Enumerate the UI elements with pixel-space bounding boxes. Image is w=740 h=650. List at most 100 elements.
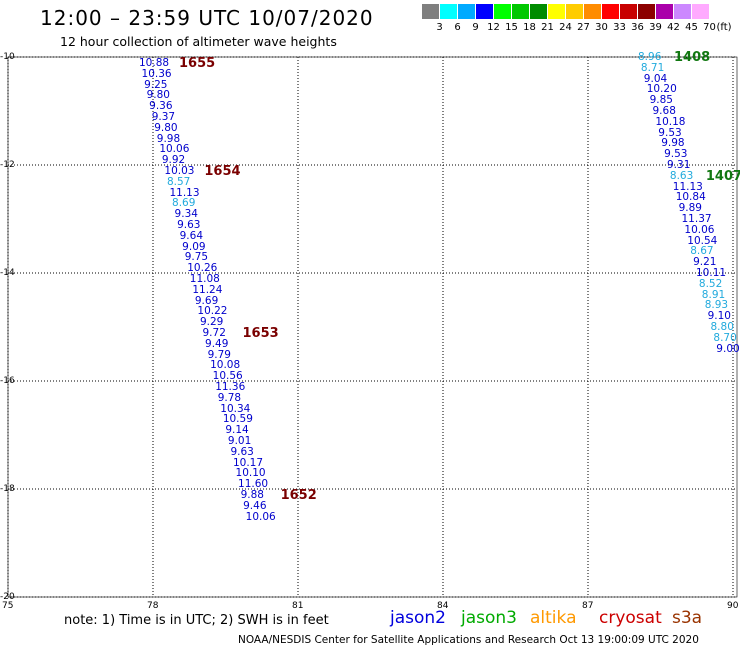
- satellite-name: s3a: [672, 608, 703, 628]
- wave-height-value: 11.36: [215, 381, 246, 393]
- wave-height-value: 10.26: [187, 262, 218, 275]
- wave-height-value: 10.59: [222, 413, 253, 426]
- wave-height-value: 9.68: [652, 105, 676, 117]
- wave-height-value: 10.54: [687, 234, 718, 247]
- pass-label: 1655: [179, 56, 216, 71]
- latitude-label: -18: [0, 484, 15, 494]
- scale-label: 12: [487, 22, 500, 33]
- scale-label: 30: [595, 22, 608, 33]
- latitude-label: -10: [0, 52, 15, 62]
- scale-label: 9: [472, 22, 479, 33]
- pass-label: 1654: [204, 164, 241, 179]
- wave-height-value: 9.88: [240, 489, 264, 501]
- scale-label: 15: [505, 22, 518, 33]
- longitude-label: 87: [582, 601, 594, 611]
- wave-height-value: 9.80: [154, 121, 178, 134]
- wave-height-value: 9.01: [227, 435, 252, 447]
- scale-swatch: [692, 4, 709, 19]
- wave-height-value: 9.29: [199, 316, 224, 329]
- wave-height-value: 11.60: [238, 478, 269, 491]
- scale-swatch: [476, 4, 493, 19]
- wave-height-value: 9.00: [716, 342, 740, 355]
- map-border: [7, 56, 738, 598]
- wave-height-value: 10.22: [197, 305, 228, 318]
- scale-swatch: [584, 4, 601, 19]
- scale-swatch: [656, 4, 673, 19]
- scale-swatch: [602, 4, 619, 19]
- wave-height-value: 9.09: [182, 240, 206, 253]
- pass-label: 1652: [280, 488, 317, 503]
- wave-height-value: 9.75: [184, 251, 209, 264]
- wave-height-value: 9.46: [243, 499, 267, 512]
- wave-height-value: 8.93: [704, 299, 729, 312]
- credit-line: NOAA/NESDIS Center for Satellite Applica…: [238, 634, 699, 646]
- wave-height-value: 11.13: [169, 186, 200, 199]
- wave-height-value: 9.10: [707, 310, 731, 323]
- longitude-label: 84: [437, 601, 449, 611]
- scale-label: 27: [577, 22, 590, 33]
- wave-height-value: 10.06: [684, 223, 715, 236]
- wave-height-value: 10.36: [141, 67, 172, 80]
- wave-height-value: 9.36: [149, 100, 173, 113]
- wave-height-value: 9.80: [146, 89, 170, 102]
- wave-height-value: 9.31: [667, 159, 691, 171]
- wave-height-value: 9.79: [207, 348, 231, 361]
- wave-height-value: 8.70: [713, 331, 737, 344]
- scale-swatch: [440, 4, 457, 19]
- wave-height-value: 8.91: [701, 288, 726, 301]
- wave-height-value: 9.89: [678, 202, 702, 215]
- scale-label: 36: [631, 22, 644, 33]
- scale-label: 18: [523, 22, 536, 33]
- scale-label: 33: [613, 22, 626, 33]
- latitude-label: -14: [0, 268, 15, 278]
- scale-swatch: [512, 4, 529, 19]
- longitude-label: 75: [2, 601, 14, 611]
- wave-height-value: 8.67: [690, 245, 714, 258]
- latitude-label: -16: [0, 376, 15, 386]
- latitude-label: -20: [0, 592, 15, 602]
- wave-height-value: 11.37: [681, 213, 712, 225]
- satellite-name: cryosat: [599, 608, 662, 628]
- scale-label: 39: [649, 22, 662, 33]
- wave-height-value: 8.57: [166, 175, 191, 188]
- wave-height-value: 9.72: [202, 327, 226, 339]
- scale-swatch: [422, 4, 439, 19]
- wave-height-value: 10.34: [220, 402, 251, 415]
- wave-height-value: 9.04: [643, 72, 668, 85]
- wave-height-value: 11.08: [189, 273, 220, 285]
- wave-height-value: 9.98: [156, 132, 181, 145]
- page-title: 12:00 – 23:59 UTC 10/07/2020: [40, 6, 374, 30]
- wave-height-value: 9.78: [217, 391, 242, 404]
- wave-height-value: 10.11: [696, 267, 727, 279]
- wave-height-value: 10.20: [646, 83, 677, 96]
- wave-height-value: 9.85: [649, 94, 673, 107]
- wave-height-value: 8.52: [698, 277, 723, 290]
- scale-label: 21: [541, 22, 554, 33]
- scale-swatch: [674, 4, 691, 19]
- wave-height-value: 9.63: [230, 445, 254, 458]
- satellite-name: jason3: [461, 608, 517, 628]
- wave-height-value: 10.10: [235, 467, 266, 480]
- wave-height-value: 9.21: [693, 256, 717, 269]
- wave-height-value: 10.08: [210, 359, 241, 372]
- wave-height-value: 11.24: [192, 283, 223, 296]
- page-subtitle: 12 hour collection of altimeter wave hei…: [60, 34, 337, 49]
- wave-height-value: 8.96: [638, 51, 662, 63]
- scale-label: 70: [703, 22, 716, 33]
- wave-height-value: 9.14: [225, 424, 249, 437]
- satellite-name: altika: [530, 608, 577, 628]
- satellite-name: jason2: [390, 608, 446, 628]
- latitude-label: -12: [0, 160, 15, 170]
- wave-height-value: 10.56: [212, 370, 243, 383]
- wave-height-value: 11.13: [672, 180, 703, 193]
- scale-label: 45: [685, 22, 698, 33]
- wave-height-value: 9.37: [151, 111, 176, 123]
- wave-height-value: 9.49: [205, 337, 229, 350]
- longitude-label: 90: [727, 601, 739, 611]
- wave-height-value: 8.69: [172, 197, 196, 210]
- wave-height-value: 8.71: [640, 61, 665, 74]
- scale-swatch: [458, 4, 475, 19]
- scale-label: 6: [454, 22, 461, 33]
- wave-height-value: 9.64: [179, 229, 204, 242]
